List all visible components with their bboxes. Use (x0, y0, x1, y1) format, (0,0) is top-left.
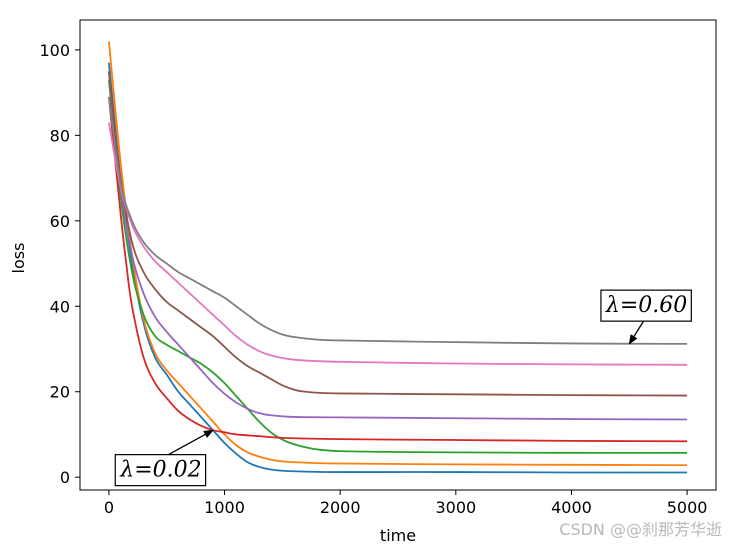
y-axis-label: loss (9, 243, 28, 274)
ticks-layer: 0 1000 2000 3000 4000 5000 0 20 40 60 80 100 (39, 41, 707, 517)
series-line-2 (108, 41, 688, 467)
y-tick-label: 80 (50, 126, 70, 145)
y-tick-label: 0 (60, 468, 70, 487)
x-tick-label: 3000 (435, 498, 476, 517)
y-tick-label: 100 (39, 41, 70, 60)
annotation-arrow (168, 429, 214, 456)
annotation-layer: λ=0.02 λ=0.60 (114, 289, 692, 487)
series-line-5 (108, 71, 688, 421)
series-line-6 (108, 71, 688, 397)
y-tick-label: 40 (50, 297, 70, 316)
x-axis-label: time (380, 526, 416, 545)
annotation-box (600, 289, 692, 322)
watermark: CSDN @@刹那芳华逝 (559, 520, 722, 539)
annotation-text: λ=0.60 (605, 293, 687, 318)
x-tick-label: 2000 (320, 498, 361, 517)
y-tick-label: 60 (50, 212, 70, 231)
annotation-2: λ=0.60 (600, 289, 692, 345)
series-layer (108, 41, 688, 474)
annotation-text: λ=0.02 (119, 458, 201, 483)
x-tick-label: 5000 (667, 498, 708, 517)
annotation-box (114, 454, 207, 487)
x-tick-label: 4000 (551, 498, 592, 517)
x-tick-label: 1000 (204, 498, 245, 517)
series-line-1 (108, 62, 688, 474)
series-line-3 (108, 79, 688, 454)
annotation-1: λ=0.02 (114, 429, 214, 487)
x-tick-label: 0 (104, 498, 114, 517)
series-line-4 (108, 96, 688, 443)
plot-frame (79, 19, 717, 491)
series-line-8 (108, 96, 688, 345)
y-tick-label: 20 (50, 383, 70, 402)
series-line-7 (108, 122, 688, 366)
annotation-arrow (628, 320, 645, 345)
